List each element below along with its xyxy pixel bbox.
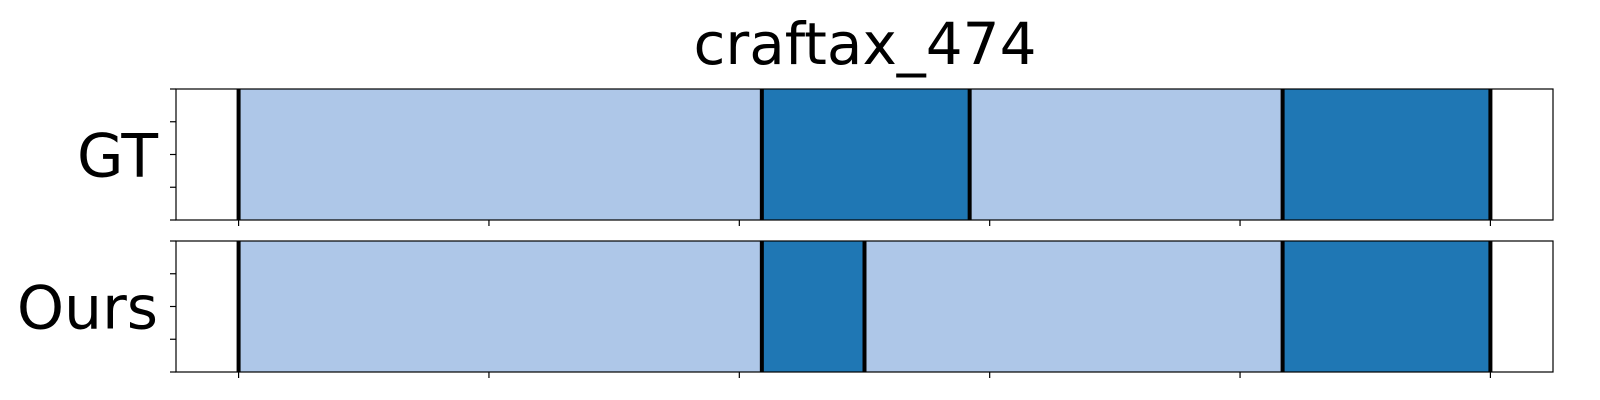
- row-label-gt: GT: [77, 122, 158, 192]
- segment-bar: [761, 89, 970, 220]
- chart-panels: GT Ours: [17, 88, 1554, 378]
- panel-gt: GT: [77, 88, 1554, 226]
- segment-bar: [969, 89, 1283, 220]
- segment-bar: [238, 89, 762, 220]
- panel-ours: Ours: [17, 240, 1554, 378]
- segment-bar: [1282, 89, 1491, 220]
- row-label-ours: Ours: [17, 274, 158, 344]
- segment-bar: [238, 241, 762, 372]
- segment-bar: [864, 241, 1283, 372]
- chart-title: craftax_474: [694, 10, 1037, 78]
- segment-bar: [1282, 241, 1491, 372]
- segment-bar: [761, 241, 865, 372]
